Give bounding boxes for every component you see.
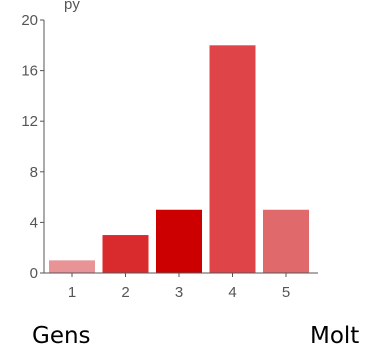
scale-label-max: Molt bbox=[310, 323, 360, 349]
y-tick-label: 4 bbox=[30, 214, 38, 231]
bars bbox=[49, 45, 309, 273]
x-tick-label: 4 bbox=[228, 284, 236, 301]
bar-5 bbox=[263, 209, 309, 273]
y-tick-label: 12 bbox=[21, 113, 38, 130]
y-tick-label: 20 bbox=[21, 12, 38, 29]
x-tick-label: 5 bbox=[282, 284, 290, 301]
x-tick-label: 1 bbox=[68, 284, 76, 301]
bar-4 bbox=[209, 45, 256, 273]
y-axis: 0 4 8 12 16 20 bbox=[21, 12, 45, 282]
bar-3 bbox=[156, 209, 202, 273]
y-top-fragment: py bbox=[64, 0, 80, 13]
y-tick-label: 16 bbox=[21, 63, 38, 80]
y-tick-label: 0 bbox=[30, 265, 38, 282]
bar-1 bbox=[49, 260, 95, 273]
x-tick-label: 3 bbox=[175, 284, 183, 301]
scale-label-min: Gens bbox=[32, 323, 91, 349]
bar-2 bbox=[102, 235, 149, 273]
x-tick-label: 2 bbox=[121, 284, 129, 301]
y-tick-label: 8 bbox=[30, 164, 38, 181]
x-axis: 1 2 3 4 5 bbox=[44, 272, 318, 301]
